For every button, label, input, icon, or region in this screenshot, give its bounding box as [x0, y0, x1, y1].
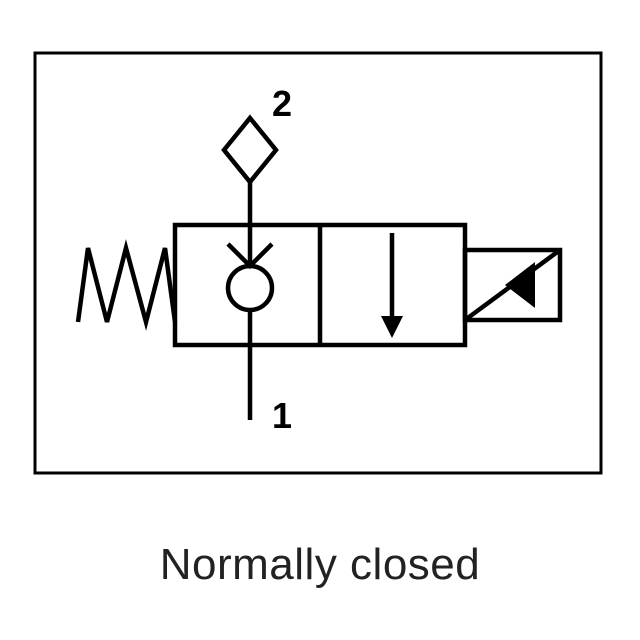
port-1-label: 1	[272, 395, 292, 436]
figure-caption: Normally closed	[0, 540, 640, 590]
diagram-canvas: 2 1 Normally closed	[0, 0, 640, 640]
port-2-label: 2	[272, 83, 292, 124]
valve-schematic: 2 1	[0, 0, 640, 510]
